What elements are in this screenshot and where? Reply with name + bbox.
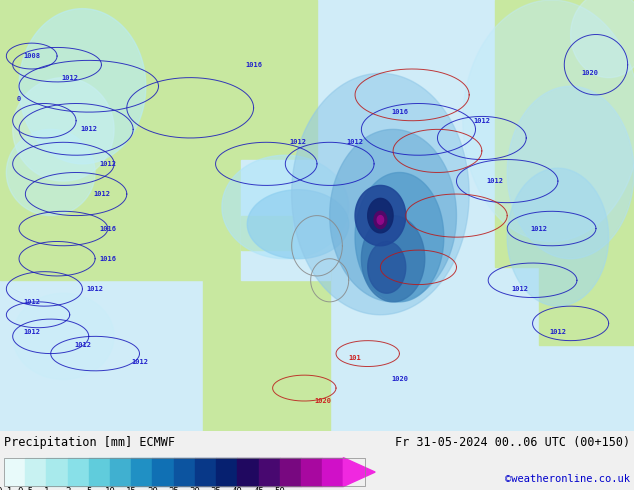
Bar <box>25 458 46 487</box>
Polygon shape <box>222 155 349 259</box>
Text: 1020: 1020 <box>391 376 408 383</box>
Bar <box>301 458 322 487</box>
Bar <box>174 458 195 487</box>
Text: 1012: 1012 <box>474 118 490 124</box>
Text: 1012: 1012 <box>93 191 110 197</box>
Bar <box>4 458 25 487</box>
Bar <box>203 268 330 431</box>
Polygon shape <box>368 242 406 293</box>
Polygon shape <box>6 129 95 216</box>
Text: 35: 35 <box>210 487 221 490</box>
Text: 1016: 1016 <box>391 109 408 115</box>
Bar <box>280 458 301 487</box>
Polygon shape <box>377 216 384 224</box>
Text: 25: 25 <box>168 487 179 490</box>
Text: 1012: 1012 <box>486 178 503 184</box>
Bar <box>0 0 317 280</box>
Text: 1012: 1012 <box>87 286 103 292</box>
Text: 101: 101 <box>349 355 361 361</box>
Polygon shape <box>368 198 393 233</box>
Polygon shape <box>571 0 634 77</box>
Text: 0: 0 <box>17 96 21 102</box>
Text: Precipitation [mm] ECMWF: Precipitation [mm] ECMWF <box>4 436 175 449</box>
Text: 1020: 1020 <box>315 398 332 404</box>
Text: 1012: 1012 <box>61 74 78 81</box>
Bar <box>259 458 280 487</box>
Polygon shape <box>361 216 425 302</box>
Text: 1012: 1012 <box>23 299 40 305</box>
Polygon shape <box>355 185 406 246</box>
Text: 1012: 1012 <box>74 342 91 348</box>
Polygon shape <box>292 74 469 315</box>
Bar <box>4 458 365 487</box>
Bar <box>68 458 89 487</box>
Text: 40: 40 <box>232 487 243 490</box>
Polygon shape <box>330 129 456 302</box>
Text: 1012: 1012 <box>23 329 40 335</box>
Text: 30: 30 <box>190 487 200 490</box>
Text: 20: 20 <box>147 487 158 490</box>
Text: 50: 50 <box>275 487 285 490</box>
Text: 1016: 1016 <box>100 256 116 262</box>
Bar <box>131 458 152 487</box>
Text: 1012: 1012 <box>347 139 363 146</box>
Polygon shape <box>13 77 114 181</box>
Bar <box>539 259 634 345</box>
Text: 1012: 1012 <box>81 126 97 132</box>
Polygon shape <box>355 172 444 302</box>
Text: ©weatheronline.co.uk: ©weatheronline.co.uk <box>505 474 630 484</box>
Polygon shape <box>507 86 634 259</box>
Text: 0.1: 0.1 <box>0 487 12 490</box>
Text: 15: 15 <box>126 487 137 490</box>
Text: 1012: 1012 <box>550 329 566 335</box>
Bar <box>322 458 344 487</box>
Text: 1012: 1012 <box>100 161 116 167</box>
Text: Fr 31-05-2024 00..06 UTC (00+150): Fr 31-05-2024 00..06 UTC (00+150) <box>395 436 630 449</box>
Polygon shape <box>13 293 114 379</box>
Text: 0.5: 0.5 <box>17 487 33 490</box>
Polygon shape <box>374 211 387 228</box>
Text: 1012: 1012 <box>512 286 528 292</box>
Text: 1020: 1020 <box>581 70 598 76</box>
Polygon shape <box>247 190 349 259</box>
Polygon shape <box>19 9 146 164</box>
Text: 1: 1 <box>44 487 49 490</box>
Text: 1012: 1012 <box>290 139 306 146</box>
Polygon shape <box>507 168 609 306</box>
Bar <box>495 0 634 268</box>
Bar <box>46 458 68 487</box>
Text: 10: 10 <box>105 487 115 490</box>
Bar <box>216 458 237 487</box>
Text: 1016: 1016 <box>245 62 262 68</box>
Bar <box>237 458 259 487</box>
Bar <box>152 458 174 487</box>
Text: 1012: 1012 <box>131 359 148 365</box>
Bar <box>89 458 110 487</box>
Polygon shape <box>344 458 375 487</box>
Bar <box>241 160 330 280</box>
Text: 2: 2 <box>65 487 70 490</box>
Polygon shape <box>463 0 634 242</box>
Text: 1012: 1012 <box>531 225 547 232</box>
Bar <box>110 458 131 487</box>
Text: 1008: 1008 <box>23 53 40 59</box>
Text: 45: 45 <box>253 487 264 490</box>
Bar <box>241 216 292 250</box>
Bar <box>195 458 216 487</box>
Text: 5: 5 <box>86 487 91 490</box>
Text: 1016: 1016 <box>100 225 116 232</box>
